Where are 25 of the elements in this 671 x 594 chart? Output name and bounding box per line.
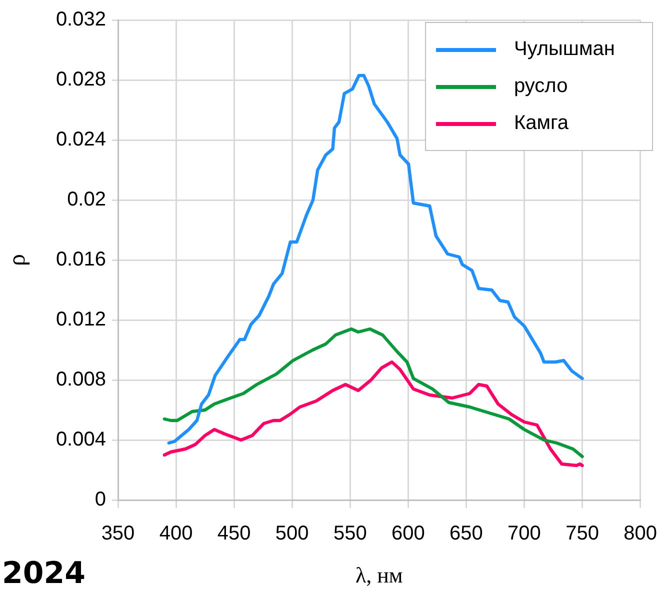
y-tick-label: 0.024 xyxy=(56,128,106,151)
x-tick-label: 550 xyxy=(333,522,367,545)
legend-label: Камга xyxy=(514,112,569,135)
x-tick-label: 350 xyxy=(101,522,135,545)
x-tick-label: 450 xyxy=(217,522,251,545)
y-tick-label: 0 xyxy=(94,488,106,511)
y-tick-label: 0.028 xyxy=(56,68,106,91)
x-tick-label: 500 xyxy=(275,522,309,545)
y-tick-label: 0.016 xyxy=(56,248,106,271)
legend-label: Чулышман xyxy=(514,38,615,61)
x-tick-label: 750 xyxy=(566,522,599,545)
y-tick-label: 0.008 xyxy=(56,368,106,391)
y-tick-label: 0.032 xyxy=(56,8,106,31)
y-tick-label: 0.012 xyxy=(56,308,106,331)
legend-label: русло xyxy=(514,75,568,98)
text: 2024 xyxy=(2,556,86,591)
y-axis-title: ρ xyxy=(4,254,31,266)
x-tick-label: 700 xyxy=(508,522,541,545)
x-tick-label: 800 xyxy=(624,522,658,545)
y-tick-label: 0.004 xyxy=(56,428,106,451)
x-tick-label: 650 xyxy=(450,522,483,545)
x-axis-title: λ, нм xyxy=(355,562,403,588)
y-tick-label: 0.02 xyxy=(67,188,106,211)
x-tick-label: 600 xyxy=(391,522,425,545)
x-tick-label: 400 xyxy=(159,522,193,545)
